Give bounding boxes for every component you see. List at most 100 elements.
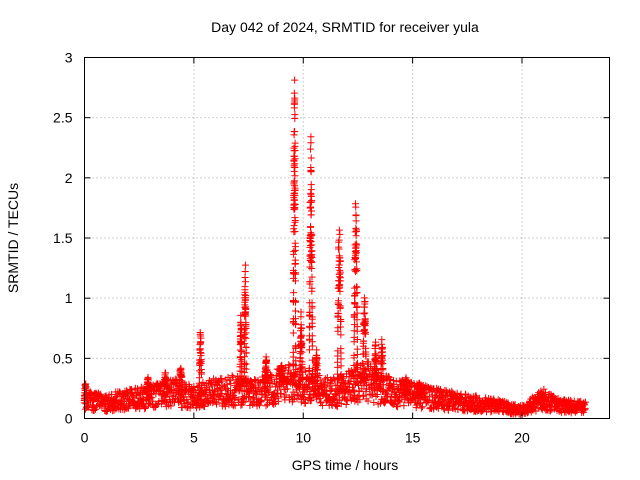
data-point: [298, 348, 306, 356]
data-point: [297, 325, 305, 333]
data-point: [301, 399, 309, 407]
data-point: [241, 268, 249, 276]
data-point: [242, 304, 250, 312]
data-point: [308, 264, 316, 272]
data-point: [289, 329, 297, 337]
data-point: [334, 310, 342, 318]
data-point: [237, 311, 245, 319]
data-point: [368, 391, 376, 399]
data-point: [337, 379, 345, 387]
data-point: [302, 368, 310, 376]
data-point: [308, 247, 316, 255]
data-point: [305, 346, 313, 354]
data-point: [291, 172, 299, 180]
data-point: [413, 401, 421, 409]
data-point: [313, 353, 321, 361]
data-point: [361, 297, 369, 305]
data-point: [306, 145, 314, 153]
data-point: [417, 392, 425, 400]
data-point: [291, 277, 299, 285]
data-point: [297, 308, 305, 316]
chart-title: Day 042 of 2024, SRMTID for receiver yul…: [211, 19, 479, 35]
data-point: [291, 127, 299, 135]
data-point: [364, 358, 372, 366]
data-point: [354, 379, 362, 387]
y-tick-label: 3: [65, 50, 73, 66]
data-point: [195, 374, 203, 382]
data-point: [401, 396, 409, 404]
data-point: [305, 376, 313, 384]
data-point: [241, 278, 249, 286]
data-point: [242, 322, 250, 330]
data-point: [305, 377, 313, 385]
data-point: [291, 139, 299, 147]
data-point: [360, 337, 368, 345]
data-point: [444, 406, 452, 414]
data-point: [307, 238, 315, 246]
data-point: [352, 249, 360, 257]
data-point: [306, 278, 314, 286]
data-point: [126, 402, 134, 410]
data-point: [291, 94, 299, 102]
data-point: [211, 386, 219, 394]
data-point: [313, 346, 321, 354]
data-point: [353, 323, 361, 331]
data-point: [307, 154, 315, 162]
data-point: [289, 348, 297, 356]
data-point: [292, 373, 300, 381]
data-point: [292, 344, 300, 352]
data-point: [379, 366, 387, 374]
data-point: [257, 396, 265, 404]
data-point: [242, 329, 250, 337]
data-point: [360, 391, 368, 399]
x-axis-label: GPS time / hours: [292, 457, 399, 473]
data-point: [308, 273, 316, 281]
data-point: [190, 383, 198, 391]
x-tick-label: 0: [81, 430, 89, 446]
data-point: [360, 310, 368, 318]
data-point: [450, 404, 458, 412]
data-point: [418, 403, 426, 411]
data-point: [400, 402, 408, 410]
data-point: [333, 388, 341, 396]
data-point: [308, 338, 316, 346]
x-tick-label: 15: [405, 430, 421, 446]
data-point: [291, 155, 299, 163]
data-point: [308, 332, 316, 340]
data-point: [307, 186, 315, 194]
data-point: [352, 217, 360, 225]
data-point: [328, 385, 336, 393]
y-tick-label: 2: [65, 170, 73, 186]
data-point: [241, 340, 249, 348]
data-point: [318, 402, 326, 410]
data-point: [372, 366, 380, 374]
data-point: [291, 76, 299, 84]
data-point: [262, 402, 270, 410]
data-point: [382, 396, 390, 404]
data-point: [337, 317, 345, 325]
data-point: [291, 163, 299, 171]
data-point: [417, 404, 425, 412]
data-point: [308, 323, 316, 331]
data-point: [352, 224, 360, 232]
data-point: [336, 274, 344, 282]
data-point: [352, 258, 360, 266]
data-point: [291, 147, 299, 155]
data-points: [80, 76, 589, 418]
data-point: [337, 331, 345, 339]
data-point: [392, 402, 400, 410]
data-point: [135, 394, 143, 402]
data-point: [292, 379, 300, 387]
data-point: [242, 292, 250, 300]
data-point: [307, 207, 315, 215]
data-point: [570, 397, 578, 405]
data-point: [137, 390, 145, 398]
data-point: [149, 397, 157, 405]
data-point: [343, 397, 351, 405]
data-point: [251, 381, 259, 389]
data-point: [242, 349, 250, 357]
y-tick-label: 1.5: [53, 230, 73, 246]
data-point: [263, 356, 271, 364]
data-point: [350, 371, 358, 379]
data-point: [327, 387, 335, 395]
